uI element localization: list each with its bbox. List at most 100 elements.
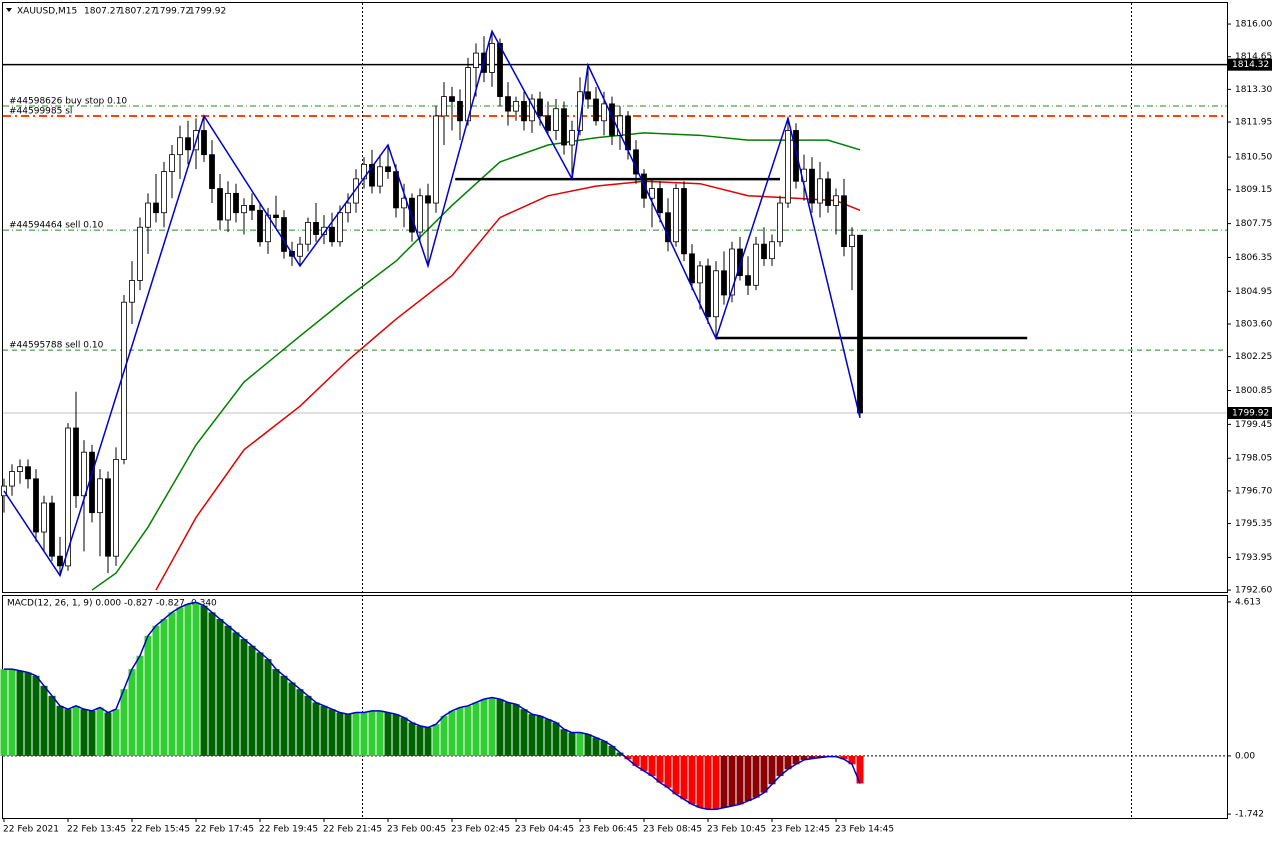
x-tick-label: 22 Feb 21:45 [323,825,382,835]
order-label: #44599985 sl [9,106,72,116]
macd-bar [96,707,104,756]
candle-body [649,188,655,199]
candle-body [113,459,119,557]
macd-bar [368,710,376,756]
macd-bar [696,755,704,808]
macd-bar [536,715,544,756]
y-tick-label: 1795.35 [1235,519,1272,529]
candle-body [169,154,175,172]
macd-bar [808,755,816,759]
x-tick-label: 22 Feb 19:45 [259,825,318,835]
x-tick-label: 23 Feb 10:45 [707,825,766,835]
candle-body [185,137,191,151]
order-label: #44594464 sell 0.10 [9,221,104,231]
candle-body [721,270,727,296]
macd-bar [224,625,232,756]
macd-bar [592,737,600,756]
candle-body [233,192,239,214]
macd-bar [848,755,856,765]
candle-body [377,166,383,187]
macd-label: MACD(12, 26, 1, 9) 0.000 -0.827 -0.827 -… [7,599,217,609]
macd-bar [520,709,528,756]
macd-bar [704,755,712,810]
moving-average [155,180,861,591]
x-tick-label: 22 Feb 17:45 [195,825,254,835]
macd-bar [680,755,688,800]
x-tick-label: 22 Feb 13:45 [67,825,126,835]
macd-bar [632,755,640,766]
macd-bar [728,755,736,806]
macd-bar [160,619,168,756]
y-tick-label: 1806.35 [1235,253,1272,263]
macd-bar [568,732,576,756]
y-tick-label: 0.00 [1235,751,1255,761]
candle-body [737,248,743,277]
macd-bar [560,729,568,756]
candle-body [369,163,375,187]
candle-body [409,197,415,233]
candle-body [73,427,79,497]
macd-bar [800,755,808,760]
y-tick-label: 1807.75 [1235,219,1272,229]
macd-bar [552,722,560,756]
macd-bar [64,709,72,756]
macd-bar [32,675,40,756]
order-label: #44598626 buy stop 0.10 [9,97,127,107]
y-tick-label: 1802.25 [1235,352,1272,362]
macd-bar [336,712,344,756]
x-tick-label: 23 Feb 02:45 [451,825,510,835]
macd-bar [752,755,760,798]
candle-body [105,478,111,557]
macd-bar [0,669,8,756]
candle-body [681,188,687,255]
macd-bar [256,652,264,756]
candle-body [425,195,431,204]
candle-body [777,202,783,243]
macd-bar [456,707,464,756]
y-tick-label: 1798.05 [1235,454,1272,464]
candle-body [585,91,591,100]
candle-body [241,205,247,214]
candle-body [249,205,255,211]
candle-body [25,466,31,480]
candle-body [617,115,623,136]
candle-body [257,209,263,243]
macd-bar [600,740,608,756]
candle-body [441,96,447,117]
macd-bar [392,714,400,756]
y-tick-label: 1796.70 [1235,486,1272,496]
candle-body [145,202,151,228]
macd-bar [440,715,448,756]
macd-bar [640,755,648,771]
macd-bar [760,755,768,793]
ohlc-close: 1799.92 [189,7,226,17]
candle-body [305,221,311,245]
candle-body [457,101,463,122]
moving-average [91,132,861,591]
candle-body [41,502,47,533]
macd-bar [624,755,632,760]
candle-body [769,241,775,260]
candle-body [217,188,223,221]
macd-bar [776,755,784,776]
candle-body [129,280,135,303]
macd-bar [216,619,224,756]
candle-body [841,195,847,247]
price-box-label: 1814.32 [1232,60,1269,70]
macd-bar [88,710,96,756]
candle-body [177,137,183,156]
macd-bar [608,745,616,756]
menu-arrow[interactable] [6,8,12,12]
y-tick-label: 1810.50 [1235,153,1272,163]
candle-body [625,115,631,151]
candle-body [57,555,63,567]
candle-body [137,226,143,281]
macd-bar [192,602,200,756]
macd-bar [376,710,384,756]
candle-body [353,178,359,204]
x-tick-label: 23 Feb 14:45 [835,825,894,835]
macd-bar [792,755,800,765]
macd-bar [856,755,864,784]
candle-body [697,265,703,284]
candle-body [33,478,39,533]
